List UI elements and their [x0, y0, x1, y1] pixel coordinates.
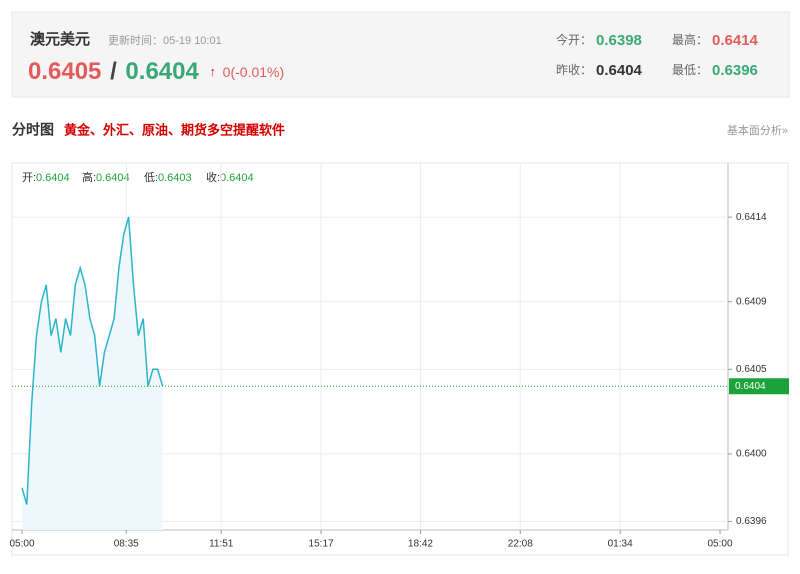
price-line: 0.6405 / 0.6404 ↑ 0(-0.01%) — [28, 58, 284, 85]
stat-value: 0.6398 — [596, 32, 642, 49]
symbol-name: 澳元美元 — [30, 30, 90, 48]
stat-label: 今开： — [556, 32, 592, 47]
stat-label: 最高： — [672, 32, 708, 47]
stat-value: 0.6414 — [712, 32, 759, 49]
ask-price: 0.6404 — [125, 58, 199, 85]
change: 0(-0.01%) — [223, 64, 284, 80]
ohlc-value: 0.6404 — [220, 172, 254, 184]
y-tick-label: 0.6396 — [736, 516, 767, 527]
promo-link[interactable]: 黄金、外汇、原油、期货多空提醒软件 — [64, 122, 285, 137]
ohlc-value: 0.6403 — [158, 172, 192, 184]
chart-frame — [11, 162, 789, 556]
section-title: 分时图 — [12, 122, 54, 138]
stat-label: 最低： — [672, 63, 708, 77]
stat-value: 0.6396 — [712, 62, 758, 79]
bid-price: 0.6405 — [28, 58, 101, 85]
y-tick-label: 0.6400 — [736, 449, 767, 460]
ohlc-value: 0.6404 — [36, 172, 70, 184]
x-tick-label: 05:00 — [9, 539, 34, 550]
price-separator: / — [110, 58, 117, 85]
quote-panel — [11, 11, 790, 98]
change-arrow: ↑ — [210, 64, 217, 79]
x-tick-label: 08:35 — [114, 539, 139, 550]
x-tick-label: 05:00 — [707, 539, 732, 550]
stat-label: 昨收： — [556, 63, 592, 77]
x-tick-label: 15:17 — [309, 539, 334, 550]
reference-badge — [729, 378, 789, 395]
ohlc-value: 0.6404 — [96, 172, 130, 184]
update-time: 更新时间：05-19 10:01 — [108, 33, 222, 47]
area — [22, 217, 163, 530]
analysis-link[interactable]: 基本面分析» — [727, 123, 788, 137]
price-line — [21, 216, 164, 505]
y-tick-label: 0.6405 — [736, 364, 767, 375]
stat-value: 0.6404 — [596, 62, 643, 79]
x-tick-label: 01:34 — [608, 539, 633, 550]
ohlc-label: 开: — [22, 172, 36, 184]
ohlc-label: 收: — [206, 170, 220, 184]
y-tick-label: 0.6414 — [736, 212, 767, 223]
ohlc-label: 高: — [82, 170, 96, 184]
x-tick-label: 18:42 — [408, 539, 433, 550]
ohlc-label: 低: — [144, 171, 158, 184]
reference-label: 0.6404 — [735, 381, 766, 392]
y-tick-label: 0.6409 — [736, 296, 767, 307]
x-tick-label: 22:08 — [508, 539, 533, 550]
x-tick-label: 11:51 — [209, 539, 234, 550]
